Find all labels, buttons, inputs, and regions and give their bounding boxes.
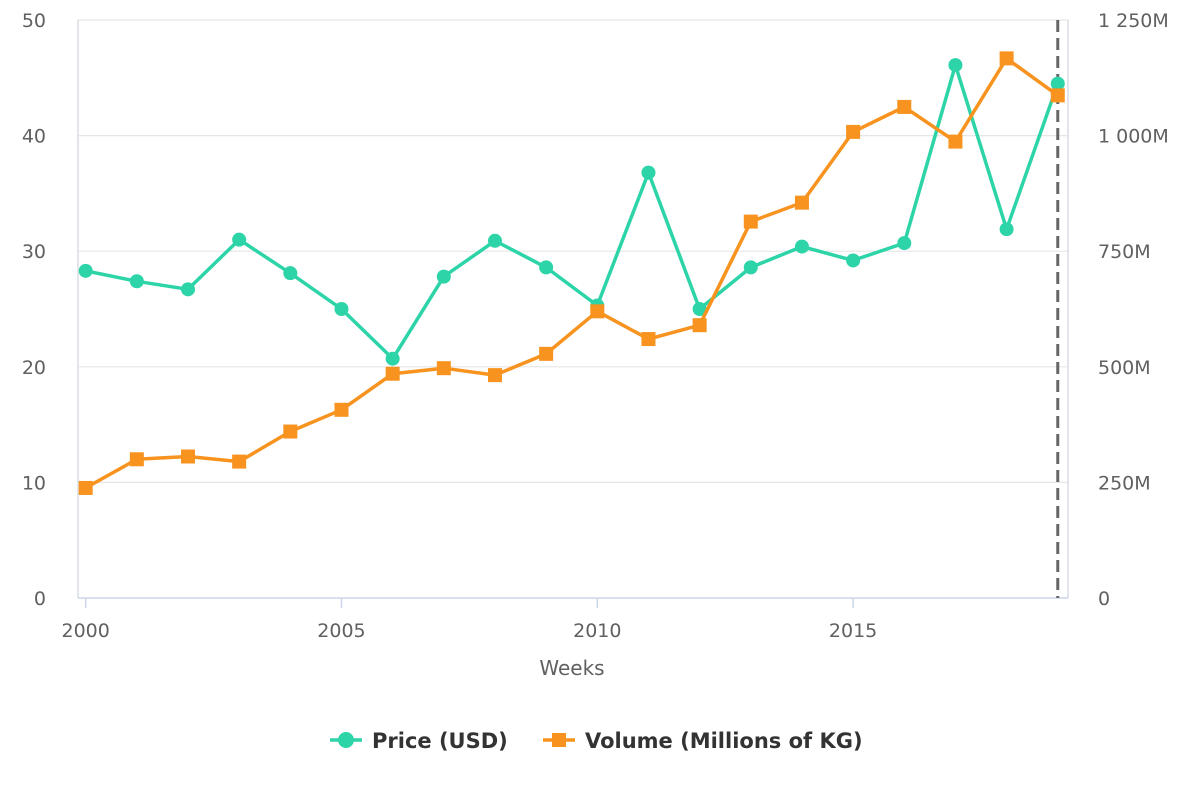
volume-point[interactable] xyxy=(1050,88,1065,103)
volume-point[interactable] xyxy=(334,402,349,417)
left-y-tick-label: 30 xyxy=(22,241,46,263)
volume-point[interactable] xyxy=(385,366,400,381)
left-y-tick-label: 0 xyxy=(34,588,46,610)
series-line xyxy=(84,56,1059,490)
volume-point[interactable] xyxy=(129,452,144,467)
series-line xyxy=(85,63,1060,361)
price-point[interactable] xyxy=(232,232,247,247)
right-y-tick-label: 250M xyxy=(1098,472,1151,494)
x-tick-label: 2000 xyxy=(61,620,109,642)
price-point[interactable] xyxy=(897,236,912,251)
price-point[interactable] xyxy=(283,266,298,281)
legend-item-1[interactable]: Price (USD) xyxy=(330,729,508,753)
price-point[interactable] xyxy=(743,260,758,275)
right-y-tick-label: 1 250M xyxy=(1098,10,1169,32)
right-y-tick-label: 0 xyxy=(1098,588,1110,610)
volume-point[interactable] xyxy=(846,124,861,139)
right-y-tick-label: 750M xyxy=(1098,241,1151,263)
volume-point[interactable] xyxy=(590,304,605,319)
price-point[interactable] xyxy=(948,58,963,73)
series-2 xyxy=(78,51,1065,495)
price-point[interactable] xyxy=(641,165,656,180)
legend-circle-marker xyxy=(338,732,354,748)
axes xyxy=(77,20,1069,599)
volume-point[interactable] xyxy=(283,424,298,439)
volume-point[interactable] xyxy=(999,51,1014,66)
price-point[interactable] xyxy=(181,282,195,297)
price-point[interactable] xyxy=(334,302,349,316)
volume-point[interactable] xyxy=(743,214,758,229)
volume-point[interactable] xyxy=(948,134,963,149)
x-axis-title: Weeks xyxy=(539,656,604,680)
price-point[interactable] xyxy=(794,239,809,254)
x-tick-label: 2010 xyxy=(573,620,621,642)
volume-point[interactable] xyxy=(794,195,809,210)
price-point[interactable] xyxy=(129,274,144,289)
x-axis-ticks: 2000 2005 2010 2015 xyxy=(61,598,877,642)
right-y-axis-ticks: 0 250M 500M 750M 1 000M 1 250M xyxy=(1098,10,1169,610)
volume-point[interactable] xyxy=(232,454,247,469)
volume-point[interactable] xyxy=(78,480,93,495)
price-point[interactable] xyxy=(487,233,502,248)
price-point[interactable] xyxy=(1050,76,1065,91)
series-1 xyxy=(78,58,1065,366)
legend-square-marker xyxy=(552,733,566,747)
price-point[interactable] xyxy=(78,263,93,278)
volume-point[interactable] xyxy=(487,368,502,383)
volume-point[interactable] xyxy=(692,318,707,333)
price-point[interactable] xyxy=(846,253,861,268)
volume-point[interactable] xyxy=(897,99,912,114)
legend-label: Volume (Millions of KG) xyxy=(585,729,863,753)
volume-point[interactable] xyxy=(641,332,656,347)
right-y-tick-label: 1 000M xyxy=(1098,126,1169,148)
price-point[interactable] xyxy=(436,269,451,284)
volume-point[interactable] xyxy=(181,449,195,464)
price-point[interactable] xyxy=(385,351,400,366)
price-point[interactable] xyxy=(692,302,707,316)
x-tick-label: 2015 xyxy=(829,620,877,642)
price-point[interactable] xyxy=(999,222,1014,237)
left-y-tick-label: 20 xyxy=(22,357,46,379)
left-y-tick-label: 10 xyxy=(22,472,46,494)
legend-item-2[interactable]: Volume (Millions of KG) xyxy=(543,729,863,753)
left-y-axis-ticks: 0 10 20 30 40 50 xyxy=(22,10,46,610)
right-y-tick-label: 500M xyxy=(1098,357,1151,379)
volume-point[interactable] xyxy=(436,361,451,376)
left-y-tick-label: 50 xyxy=(22,10,46,32)
left-y-tick-label: 40 xyxy=(22,126,46,148)
price-point[interactable] xyxy=(539,260,554,275)
legend-label: Price (USD) xyxy=(372,729,508,753)
x-tick-label: 2005 xyxy=(317,620,365,642)
gridlines xyxy=(78,19,1068,483)
legend: Price (USD) Volume (Millions of KG) xyxy=(330,729,863,753)
series-layer xyxy=(78,51,1065,495)
volume-point[interactable] xyxy=(539,346,554,361)
